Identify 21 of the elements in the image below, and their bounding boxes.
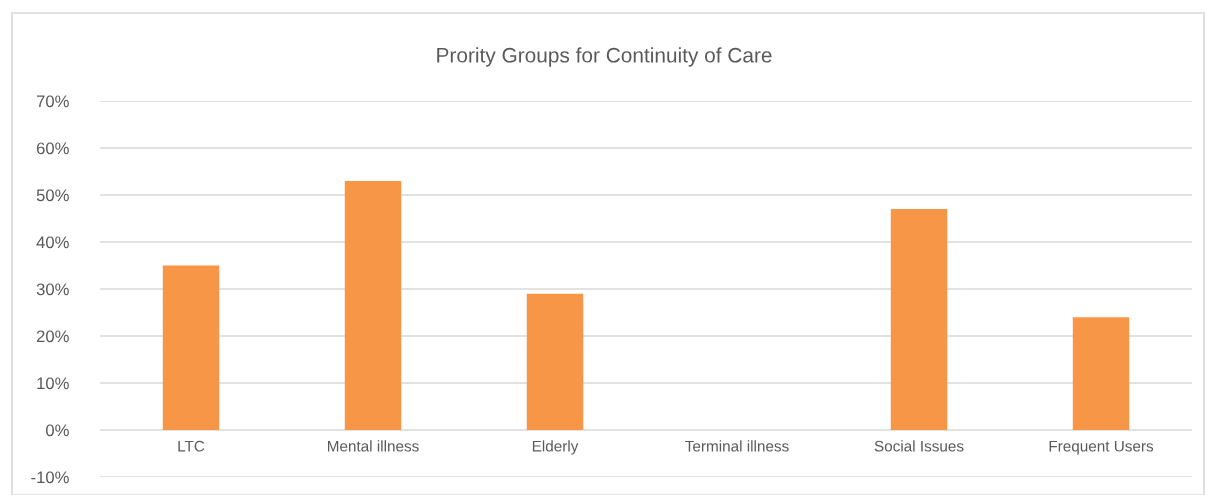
x-tick-label: Social Issues	[874, 440, 964, 452]
y-tick-label: -10%	[31, 471, 69, 484]
bar	[162, 265, 220, 430]
y-tick-label: 40%	[36, 236, 69, 249]
x-tick-label: Elderly	[532, 440, 579, 455]
y-tick-label: 0%	[46, 424, 69, 437]
x-tick-label: LTC	[178, 440, 205, 452]
bar	[890, 209, 948, 430]
y-tick-label: 60%	[36, 142, 69, 155]
y-tick-label: 50%	[36, 189, 69, 202]
x-tick-label: Frequent Users	[1049, 440, 1154, 455]
bar	[1072, 317, 1130, 430]
y-tick-label: 70%	[36, 95, 69, 108]
x-tick-label: Mental illness	[327, 440, 419, 452]
chart-title: Prority Groups for Continuity of Care	[437, 47, 772, 67]
x-tick-label: Terminal illness	[685, 440, 789, 452]
bar	[526, 293, 584, 430]
bar	[344, 180, 402, 430]
y-tick-label: 30%	[36, 283, 69, 296]
y-tick-label: 20%	[36, 330, 69, 343]
y-tick-label: 10%	[37, 377, 69, 390]
